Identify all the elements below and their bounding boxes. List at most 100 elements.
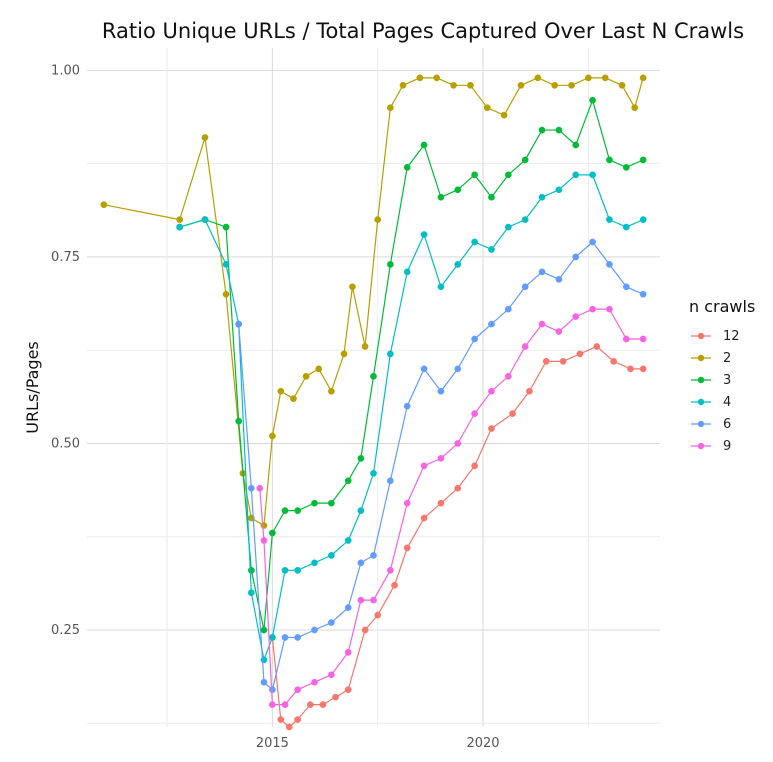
point-3-8 [294, 507, 302, 514]
point-6-9 [357, 559, 365, 567]
point-2-15 [361, 343, 369, 350]
point-6-20 [538, 268, 546, 276]
y-axis-title: URLs/Pages [23, 341, 42, 434]
point-6-2 [260, 678, 268, 686]
legend-point-2 [697, 354, 705, 362]
point-3-6 [269, 529, 276, 537]
point-4-13 [370, 469, 377, 477]
point-4-1 [201, 216, 209, 223]
plot-background [87, 48, 660, 727]
point-3-15 [403, 164, 411, 171]
point-2-1 [176, 216, 184, 223]
legend-title: n crawls [689, 297, 755, 316]
point-4-11 [344, 537, 352, 544]
point-2-33 [639, 74, 647, 82]
point-12-17 [509, 410, 516, 417]
point-6-21 [555, 275, 563, 283]
series-6 [235, 238, 647, 694]
point-2-9 [290, 395, 297, 403]
point-12-25 [639, 365, 647, 373]
legend-point-12 [697, 332, 705, 340]
point-3-27 [606, 156, 613, 164]
point-2-28 [568, 81, 575, 89]
point-3-16 [420, 141, 428, 149]
point-6-17 [488, 320, 495, 328]
point-9-25 [639, 335, 647, 343]
point-2-8 [277, 387, 285, 395]
chart-title: Ratio Unique URLs / Total Pages Captured… [102, 19, 744, 43]
point-6-12 [403, 402, 411, 410]
point-4-24 [555, 186, 563, 194]
y-tick-label-3: 1.00 [51, 63, 80, 78]
point-12-14 [454, 484, 462, 492]
point-4-20 [488, 246, 495, 253]
point-3-12 [357, 455, 365, 462]
point-3-23 [538, 126, 546, 134]
point-9-19 [538, 320, 546, 328]
point-2-6 [260, 522, 268, 529]
point-3-14 [386, 261, 394, 268]
point-4-23 [538, 193, 546, 201]
point-9-18 [521, 343, 529, 350]
point-6-5 [294, 634, 302, 641]
point-3-11 [344, 477, 352, 485]
point-9-6 [328, 671, 335, 679]
point-9-13 [437, 455, 445, 462]
legend-point-6 [697, 420, 705, 428]
point-4-10 [328, 552, 335, 559]
point-9-14 [454, 440, 462, 447]
point-4-22 [521, 216, 529, 223]
point-2-30 [601, 74, 609, 82]
point-6-6 [311, 626, 318, 634]
point-9-12 [420, 462, 428, 470]
point-12-21 [576, 350, 584, 358]
point-12-4 [306, 701, 314, 708]
point-9-0 [256, 484, 264, 492]
point-9-11 [403, 499, 411, 507]
point-6-14 [437, 387, 445, 395]
point-12-3 [294, 716, 302, 723]
legend-point-9 [697, 442, 705, 450]
point-2-14 [349, 283, 356, 291]
point-12-22 [593, 343, 601, 350]
point-9-22 [589, 305, 596, 313]
series-layer [100, 74, 647, 731]
point-3-18 [454, 186, 462, 194]
point-3-13 [370, 372, 377, 380]
point-4-28 [622, 223, 630, 231]
point-2-17 [386, 104, 394, 112]
legend-label-12: 12 [723, 329, 740, 344]
point-6-3 [269, 686, 276, 694]
point-4-29 [639, 216, 647, 223]
point-3-24 [555, 126, 563, 134]
point-3-10 [328, 499, 335, 507]
legend-point-3 [697, 376, 705, 384]
point-12-18 [526, 387, 533, 395]
legend-label-9: 9 [723, 439, 731, 454]
point-2-12 [328, 387, 335, 395]
series-line-2 [103, 77, 644, 527]
point-9-15 [471, 410, 478, 417]
x-tick-label-1: 2020 [466, 736, 499, 751]
point-4-6 [269, 634, 276, 641]
series-9 [256, 305, 647, 708]
point-3-2 [222, 223, 230, 231]
point-3-3 [235, 417, 243, 425]
point-6-0 [235, 320, 243, 328]
point-3-4 [247, 566, 255, 574]
point-12-10 [391, 581, 398, 589]
y-tick-label-0: 0.25 [51, 623, 80, 638]
point-12-12 [420, 514, 428, 522]
point-3-5 [260, 626, 268, 634]
point-4-21 [504, 223, 512, 231]
point-2-18 [399, 81, 407, 89]
point-12-20 [559, 358, 567, 365]
point-6-22 [572, 253, 580, 261]
point-12-7 [344, 686, 352, 694]
point-9-9 [370, 596, 377, 604]
y-tick-label-2: 0.75 [51, 250, 80, 265]
point-4-2 [222, 261, 230, 268]
point-6-26 [639, 290, 647, 298]
point-6-16 [471, 335, 478, 343]
